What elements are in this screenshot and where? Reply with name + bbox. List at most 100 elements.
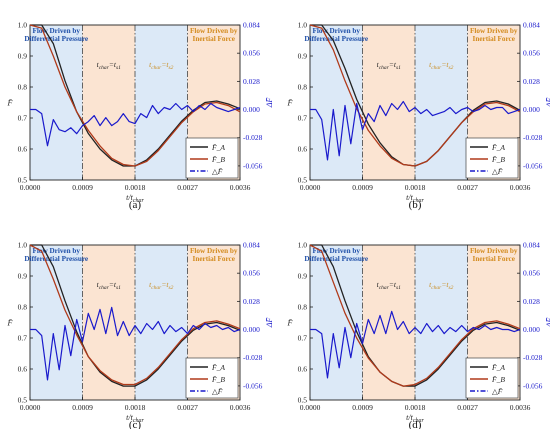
y-right-tick-label: 0.056 <box>523 269 540 278</box>
band-transition-2 <box>135 25 188 180</box>
band-left-label-line2: Differential Pressure <box>24 255 88 263</box>
legend-label-2: F̄_B <box>211 155 225 164</box>
y-left-tick-label: 0.7 <box>298 114 308 123</box>
series-line-3 <box>30 102 241 147</box>
y-right-tick-label: 0.084 <box>243 241 260 250</box>
y-left-tick-label: 0.6 <box>18 365 28 374</box>
chart-panel-a: 0.0000 0.0009 0.0018 0.0027 0.0036 0.5 0.6 0.7 0… <box>7 21 274 212</box>
y-left-tick-label: 0.5 <box>18 176 28 185</box>
legend-label-2: F̄_B <box>491 375 505 384</box>
series-line-1 <box>310 244 521 387</box>
y-left-tick-label: 0.8 <box>18 303 28 312</box>
char-label-s2: tchar=ts2 <box>149 280 173 291</box>
x-tick-label: 0.0000 <box>300 403 321 412</box>
x-tick-label: 0.0009 <box>352 403 373 412</box>
y-right-tick-label: -0.028 <box>243 133 263 142</box>
band-left-label-line1: Flow Driven by <box>32 27 80 35</box>
band-left-label-line1: Flow Driven by <box>32 247 80 255</box>
y-right-tick-label: 0.056 <box>243 269 260 278</box>
y-right-tick-label: 0.028 <box>523 297 540 306</box>
x-tick-label: 0.0000 <box>20 403 41 412</box>
y-right-tick-label: 0.000 <box>523 325 540 334</box>
band-right-label-line1: Flow Driven by <box>190 247 238 255</box>
legend-label-1: F̄_A <box>211 143 225 152</box>
legend-label-1: F̄_A <box>211 363 225 372</box>
x-tick-label: 0.0009 <box>352 183 373 192</box>
y-right-tick-label: -0.056 <box>243 381 263 390</box>
series-line-2 <box>29 244 241 386</box>
y-left-tick-label: 0.8 <box>298 303 308 312</box>
y-left-tick-label: 0.8 <box>298 83 308 92</box>
y-left-tick-label: 0.7 <box>298 334 308 343</box>
legend-label-1: F̄_A <box>491 363 505 372</box>
y-right-tick-label: -0.028 <box>523 133 543 142</box>
x-axis-title: t/tchar <box>406 413 424 424</box>
y-right-tick-label: 0.084 <box>243 21 260 30</box>
band-transition-1 <box>82 25 135 180</box>
y-right-tick-label: 0.056 <box>243 49 260 58</box>
y-left-tick-label: 0.6 <box>298 365 308 374</box>
y-left-axis-title: F̄ <box>287 319 293 328</box>
legend-label-3: △F̄ <box>212 387 223 396</box>
legend-label-2: F̄_B <box>491 155 505 164</box>
y-left-axis-title: F̄ <box>7 319 13 328</box>
y-right-tick-label: 0.000 <box>523 105 540 114</box>
series-line-3 <box>30 306 241 381</box>
char-label-s1: tchar=ts1 <box>377 280 401 291</box>
y-right-axis-title: ΔF̄ <box>265 318 274 329</box>
y-left-tick-label: 0.7 <box>18 114 28 123</box>
legend-box <box>185 137 239 179</box>
y-right-tick-label: 0.028 <box>243 297 260 306</box>
x-tick-label: 0.0027 <box>457 183 478 192</box>
y-right-tick-label: 0.028 <box>523 77 540 86</box>
y-left-axis-title: F̄ <box>287 99 293 108</box>
y-left-tick-label: 0.9 <box>18 52 28 61</box>
x-tick-label: 0.0018 <box>405 403 426 412</box>
band-left-label-line2: Differential Pressure <box>304 255 368 263</box>
y-left-tick-label: 0.6 <box>18 145 28 154</box>
band-right-label-line1: Flow Driven by <box>470 247 518 255</box>
band-transition-1 <box>362 25 415 180</box>
char-label-s2: tchar=ts2 <box>149 60 173 71</box>
y-left-tick-label: 1.0 <box>18 21 28 30</box>
x-tick-label: 0.0018 <box>405 183 426 192</box>
series-line-3 <box>310 100 521 161</box>
panel-caption: (c) <box>129 419 142 429</box>
x-tick-label: 0.0027 <box>177 403 198 412</box>
char-label-s2: tchar=ts2 <box>429 280 453 291</box>
band-right-label-line2: Inertial Force <box>193 255 235 263</box>
panel-caption: (d) <box>409 419 422 429</box>
x-tick-label: 0.0000 <box>20 183 41 192</box>
band-right-label-line2: Inertial Force <box>473 35 515 43</box>
char-label-s1: tchar=ts1 <box>97 60 121 71</box>
x-tick-label: 0.0036 <box>230 403 251 412</box>
band-differential-pressure <box>30 25 83 180</box>
band-left-label-line2: Differential Pressure <box>24 35 88 43</box>
x-tick-label: 0.0036 <box>230 183 251 192</box>
legend-label-3: △F̄ <box>492 167 503 176</box>
y-left-tick-label: 0.5 <box>298 176 308 185</box>
series-line-2 <box>29 24 241 167</box>
x-tick-label: 0.0000 <box>300 183 321 192</box>
band-transition-2 <box>415 245 468 400</box>
series-line-2 <box>309 24 521 167</box>
x-axis-title: t/tchar <box>126 193 144 204</box>
band-transition-2 <box>415 25 468 180</box>
y-right-axis-title: ΔF̄ <box>265 98 274 109</box>
panel-caption: (b) <box>409 199 422 211</box>
band-left-label-line1: Flow Driven by <box>312 247 360 255</box>
band-differential-pressure <box>310 245 363 400</box>
y-left-tick-label: 0.5 <box>18 396 28 405</box>
legend-label-3: △F̄ <box>492 387 503 396</box>
y-left-tick-label: 0.9 <box>298 272 308 281</box>
x-tick-label: 0.0018 <box>125 403 146 412</box>
band-differential-pressure <box>30 245 83 400</box>
y-left-tick-label: 0.7 <box>18 334 28 343</box>
y-left-tick-label: 0.6 <box>298 145 308 154</box>
char-label-s1: tchar=ts1 <box>97 280 121 291</box>
y-right-axis-title: ΔF̄ <box>545 318 550 329</box>
y-right-tick-label: 0.000 <box>243 325 260 334</box>
y-right-tick-label: 0.056 <box>523 49 540 58</box>
band-left-label-line1: Flow Driven by <box>312 27 360 35</box>
